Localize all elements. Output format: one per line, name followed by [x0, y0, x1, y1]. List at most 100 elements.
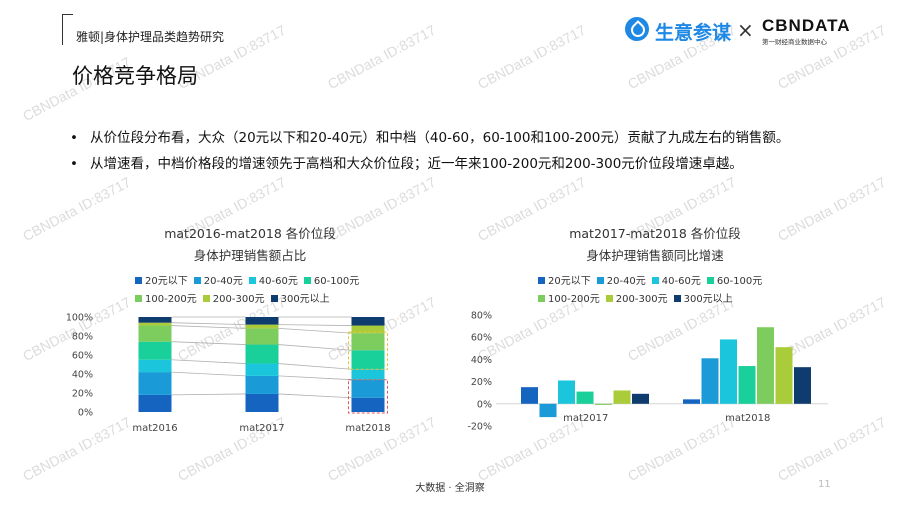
chart-right-legend: 20元以下 20-40元 40-60元 60-100元 100-200元 200-300元…	[538, 272, 768, 308]
legend-swatch	[673, 294, 681, 302]
connector-line	[171, 325, 246, 329]
bar-segment	[138, 317, 172, 323]
legend-swatch	[135, 294, 142, 302]
legend-label: 20元以下	[145, 276, 188, 287]
connector-line	[171, 341, 246, 345]
y-tick-label: 40%	[72, 370, 93, 381]
bar	[576, 391, 594, 404]
bar-segment	[245, 393, 279, 412]
connector-line	[278, 375, 352, 381]
bar-segment	[138, 359, 172, 373]
y-tick-label: 20%	[471, 377, 492, 388]
bar	[757, 327, 774, 404]
connector-line	[171, 359, 246, 364]
legend-label: 20元以下	[548, 276, 591, 287]
y-tick-label: -20%	[467, 422, 492, 433]
brand-bracket	[62, 14, 73, 45]
connector-line	[278, 344, 352, 351]
connector-line	[171, 322, 246, 325]
legend-item: 100-200元	[135, 290, 197, 305]
bar	[595, 403, 612, 405]
legend-swatch	[706, 276, 714, 284]
shengyicanmou-logo-text: 生意参谋	[655, 22, 732, 44]
bar	[558, 380, 575, 404]
page-title: 价格竞争格局	[72, 64, 198, 88]
cbndata-logo: CBNDATA 第一财经商业数据中心	[762, 16, 851, 46]
legend-swatch	[193, 276, 201, 284]
legend-label: 20-40元	[203, 276, 243, 287]
footer-text: 大数据 · 全洞察	[415, 483, 485, 494]
chart-left-plot: 0% 20% 40% 60% 80% 100% mat2016 mat2017 mat2018	[66, 313, 391, 435]
legend-label: 100-200元	[145, 294, 197, 305]
legend-item: 20-40元	[596, 272, 646, 287]
bar-segment	[138, 341, 172, 360]
y-tick-label: 0%	[477, 399, 492, 410]
y-tick-label: 40%	[471, 355, 492, 366]
bar-segment	[351, 317, 385, 326]
watermark: CBNData ID:83717	[475, 21, 589, 93]
compass-icon	[625, 17, 649, 41]
x-tick-label: mat2018	[725, 413, 770, 424]
bar-segment	[351, 350, 385, 370]
connector-line	[278, 324, 352, 326]
legend-label: 60-100元	[716, 276, 763, 287]
bar	[683, 399, 700, 404]
chart-left-legend: 20元以下 20-40元 40-60元 60-100元 100-200元 200-300元…	[135, 272, 365, 308]
bar-segment	[351, 325, 385, 334]
page-number: 11	[818, 479, 831, 490]
chart-left-subtitle: 身体护理销售额占比	[193, 248, 307, 263]
watermark: CBNData ID:83717	[325, 21, 439, 93]
legend-item: 40-60元	[248, 272, 298, 287]
bar	[794, 367, 811, 404]
bullet-item: 从价位段分布看，大众（20元以下和20-40元）和中档（40-60，60-100…	[68, 128, 843, 148]
legend-item: 100-200元	[538, 290, 600, 305]
legend-label: 100-200元	[548, 294, 600, 305]
bar-segment	[351, 369, 385, 380]
bar-segment	[245, 344, 279, 364]
connector-line	[171, 393, 246, 396]
bullet-list: 从价位段分布看，大众（20元以下和20-40元）和中档（40-60，60-100…	[68, 128, 843, 180]
bar-segment	[138, 322, 172, 326]
bar	[632, 393, 649, 404]
bar-segment	[138, 394, 172, 412]
legend-item: 300元以上	[270, 290, 330, 305]
legend-item: 40-60元	[651, 272, 701, 287]
bar	[720, 339, 737, 404]
legend-swatch	[270, 294, 278, 302]
y-tick-label: 80%	[72, 332, 93, 343]
legend-label: 40-60元	[661, 276, 701, 287]
times-icon: ×	[737, 18, 754, 42]
legend-label: 300元以上	[280, 294, 330, 305]
legend-swatch	[596, 276, 604, 284]
legend-swatch	[538, 294, 545, 302]
legend-item: 60-100元	[706, 272, 763, 287]
legend-label: 300元以上	[683, 294, 733, 305]
chart-right-plot: -20% 0% 20% 40% 60% 80% mat2017 mat2018	[467, 311, 828, 433]
legend-swatch	[248, 276, 256, 284]
bar-segment	[245, 317, 279, 325]
x-tick-label: mat2017	[563, 413, 608, 424]
bar	[539, 403, 557, 418]
legend-label: 200-300元	[212, 294, 265, 305]
bullet-item: 从增速看，中档价格段的增速领先于高档和大众价位段；近一年来100-200元和20…	[68, 154, 843, 174]
y-tick-label: 100%	[66, 313, 93, 324]
legend-swatch	[202, 294, 210, 302]
legend-item: 200-300元	[605, 290, 668, 305]
y-tick-label: 60%	[471, 333, 492, 344]
bar	[701, 358, 719, 404]
y-tick-label: 80%	[471, 311, 492, 322]
cbndata-logo-subtext: 第一财经商业数据中心	[762, 38, 827, 46]
connector-line	[278, 393, 352, 399]
highlight-box-yellow	[348, 331, 388, 370]
highlight-box-red	[348, 379, 388, 414]
y-tick-label: 0%	[78, 408, 93, 419]
brand-text: 雅顿|身体护理品类趋势研究	[76, 30, 225, 44]
connector-line	[278, 328, 352, 334]
bar	[738, 366, 756, 404]
legend-swatch	[135, 276, 142, 284]
y-tick-label: 20%	[72, 389, 93, 400]
y-tick-label: 60%	[72, 351, 93, 362]
legend-swatch	[303, 276, 311, 284]
bar-segment	[138, 325, 172, 342]
chart-right-title: mat2017-mat2018 各价位段	[569, 226, 741, 241]
